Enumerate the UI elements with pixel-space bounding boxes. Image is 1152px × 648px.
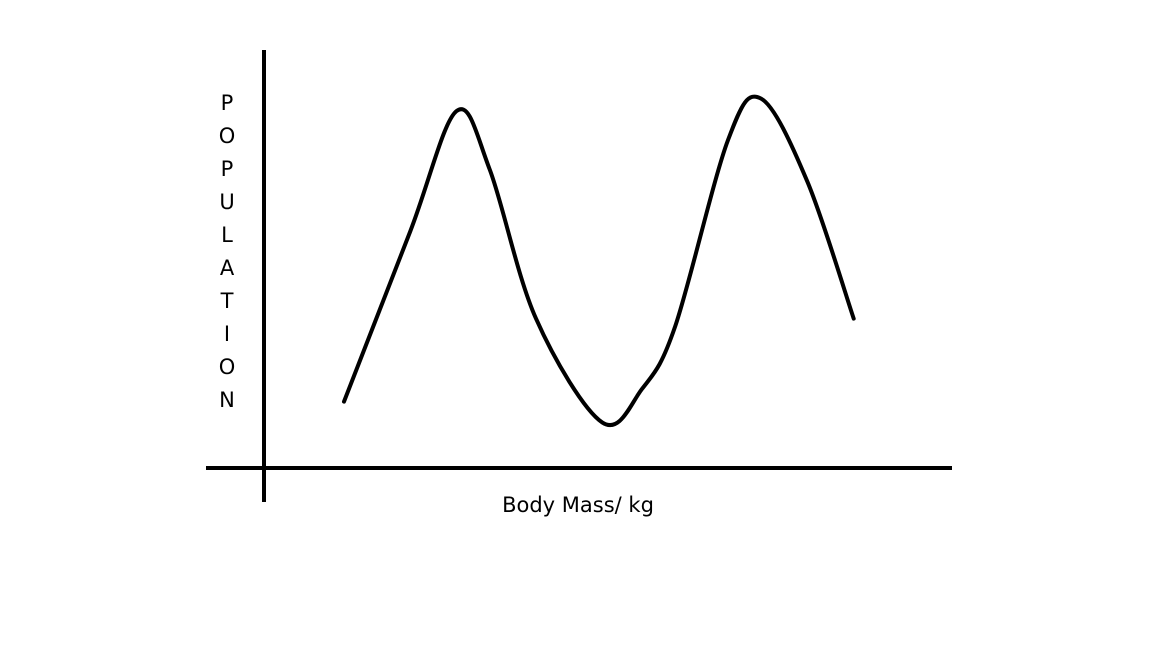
y-axis-label-letter: L	[221, 223, 233, 247]
y-axis-label-letter: O	[218, 124, 236, 148]
y-axis-label-letter: O	[218, 355, 236, 379]
y-axis-label-letter: P	[220, 157, 234, 181]
y-axis-label-letter: N	[219, 388, 235, 412]
y-axis-label-letter: I	[223, 322, 231, 346]
y-axis-label-letter: T	[220, 289, 234, 313]
x-axis-label: Body Mass/ kg	[502, 493, 654, 517]
y-axis-label-letter: A	[219, 256, 235, 280]
y-axis-label-letter: U	[219, 190, 235, 214]
population-curve	[342, 94, 856, 427]
y-axis-label-letter: P	[220, 91, 234, 115]
